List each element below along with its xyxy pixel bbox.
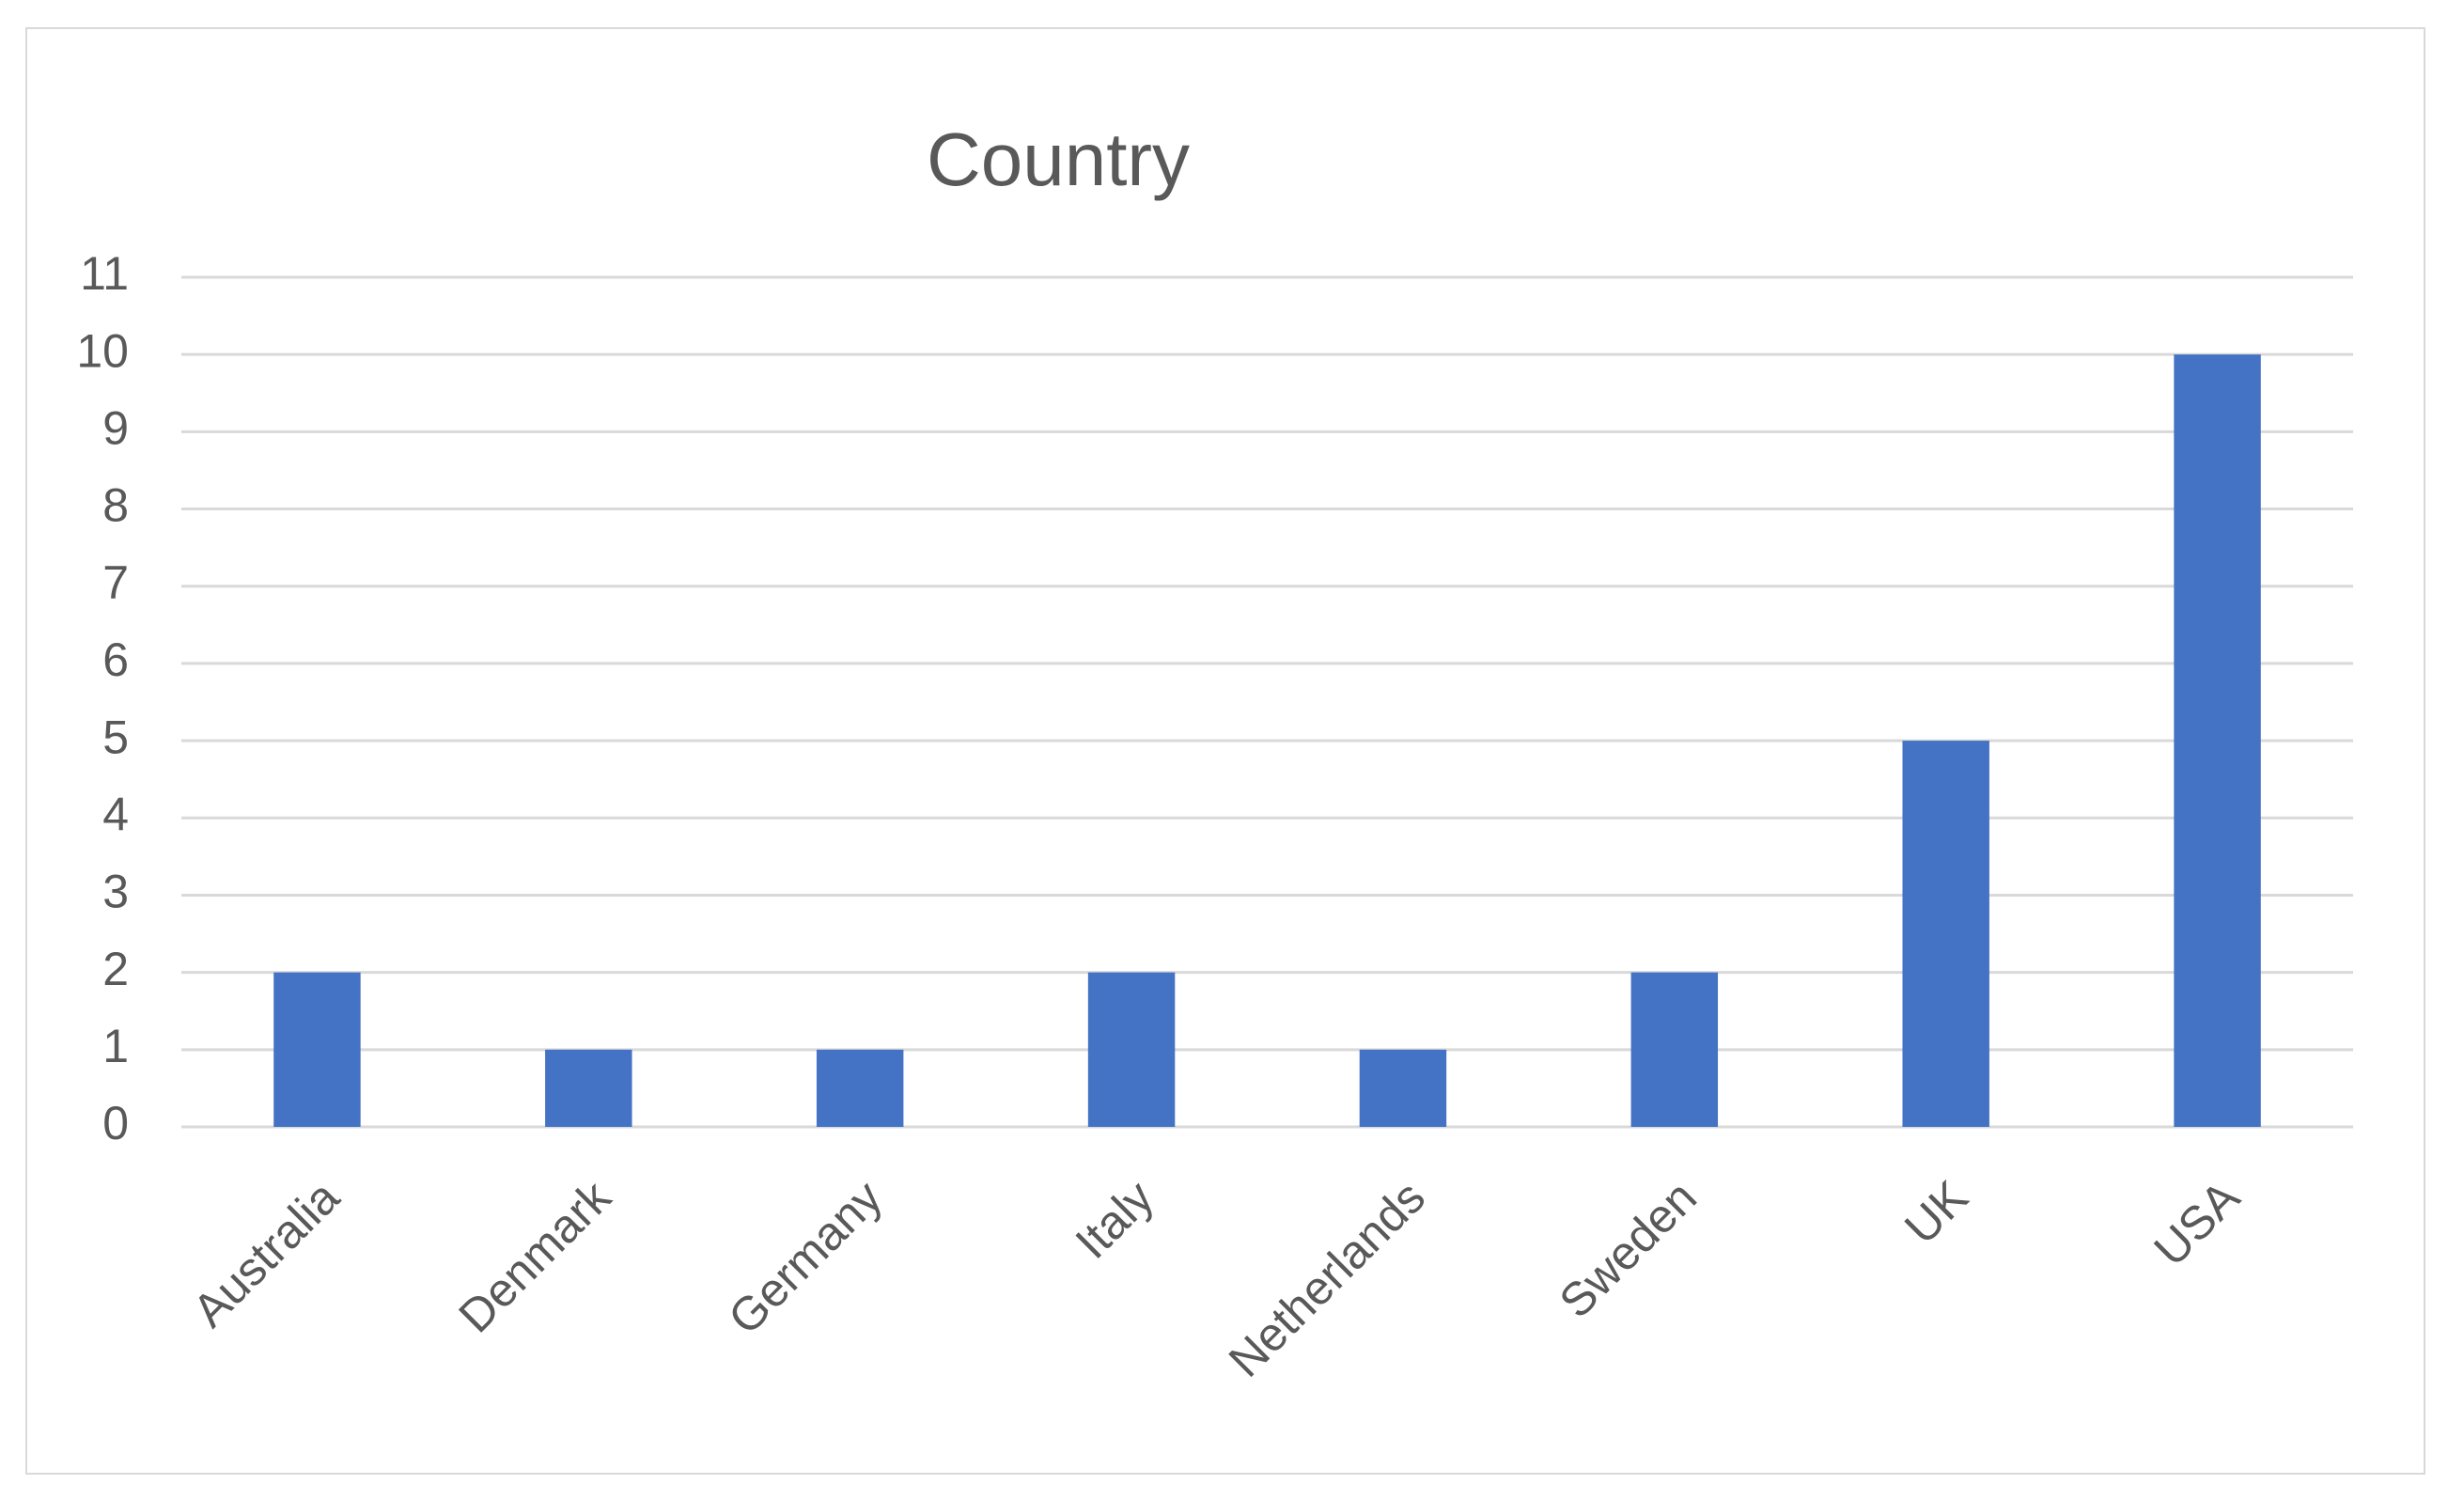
y-tick-label: 2: [102, 943, 129, 995]
y-tick-label: 9: [102, 402, 129, 455]
bar: [816, 1049, 904, 1127]
bar: [1359, 1049, 1447, 1127]
chart-title: Country: [927, 117, 1190, 201]
y-tick-label: 4: [102, 788, 129, 840]
y-tick-label: 10: [76, 324, 129, 377]
y-tick-label: 5: [102, 711, 129, 763]
chart-frame: [25, 27, 2425, 1475]
bar: [2174, 354, 2261, 1127]
bar: [273, 972, 361, 1127]
y-tick-label: 0: [102, 1097, 129, 1149]
y-tick-label: 8: [102, 479, 129, 532]
y-tick-label: 7: [102, 556, 129, 609]
bar: [1630, 972, 1719, 1127]
y-tick-label: 3: [102, 866, 129, 918]
bar: [1902, 741, 1989, 1127]
bar: [1087, 972, 1176, 1127]
y-tick-label: 1: [102, 1020, 129, 1072]
bar: [545, 1049, 632, 1127]
y-tick-label: 11: [80, 247, 129, 300]
y-tick-label: 6: [102, 633, 129, 686]
